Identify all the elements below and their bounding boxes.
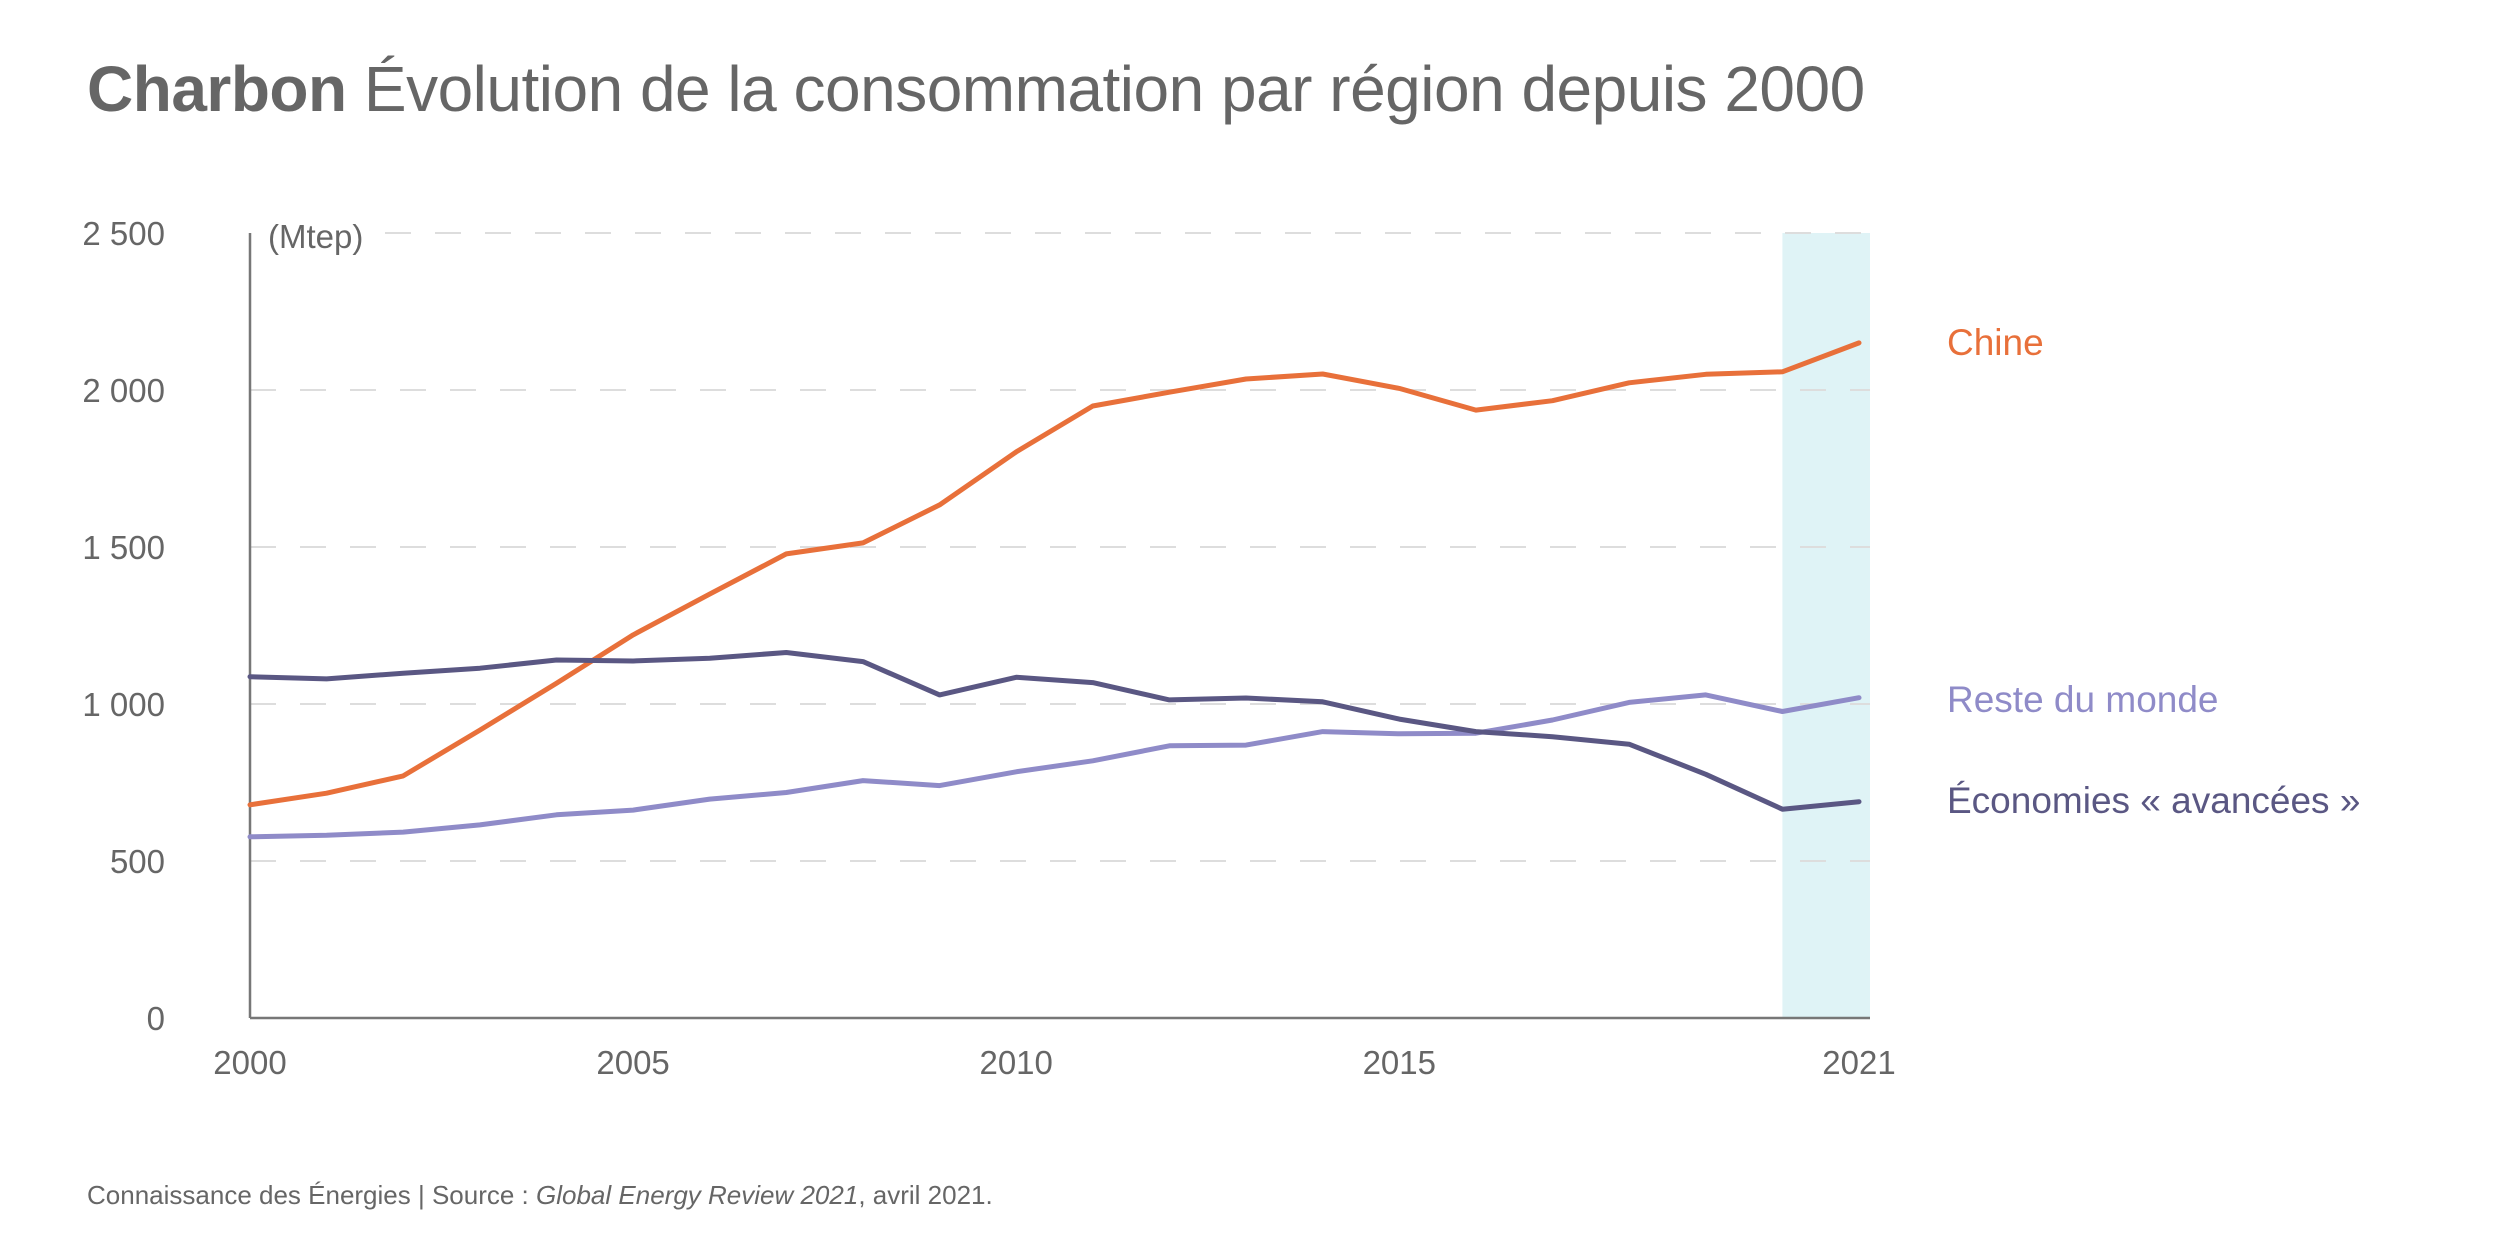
x-tick-labels: 2000 2005 2010 2015 2021 [213, 1044, 1895, 1081]
highlight-band-2021 [1782, 233, 1870, 1018]
footer-source: Connaissance des Énergies | Source : Glo… [87, 1180, 993, 1211]
footer-source-title: Global Energy Review 2021 [536, 1180, 859, 1210]
y-tick-label: 0 [147, 1000, 165, 1037]
axes [248, 233, 1870, 1020]
legend-label: Reste du monde [1947, 679, 2219, 720]
series-lines [247, 340, 1862, 840]
x-tick-label: 2005 [596, 1044, 669, 1081]
y-tick-label: 1 500 [82, 529, 165, 566]
y-tick-labels: 0 500 1 000 1 500 2 000 2 500 [82, 215, 165, 1037]
x-tick-label: 2010 [979, 1044, 1052, 1081]
chart-title-bold: Charbon [87, 53, 347, 125]
legend-label: Chine [1947, 322, 2044, 363]
highlight-layer [1782, 233, 1870, 1018]
x-tick-label: 2000 [213, 1044, 286, 1081]
chart-title-rest: Évolution de la consommation par région … [363, 53, 1865, 125]
footer-prefix: Connaissance des Énergies | Source : [87, 1180, 537, 1210]
y-tick-label: 1 000 [82, 686, 165, 723]
x-tick-label: 2015 [1363, 1044, 1436, 1081]
y-tick-label: 2 000 [82, 372, 165, 409]
series-line-reste-du-monde [247, 692, 1862, 840]
footer-suffix: , avril 2021. [858, 1180, 993, 1210]
y-tick-label: 500 [110, 843, 165, 880]
y-tick-label: 2 500 [82, 215, 165, 252]
chart-title: Charbon Évolution de la consommation par… [87, 52, 1865, 126]
y-axis-unit-label: (Mtep) [268, 218, 363, 255]
legend-label: Économies « avancées » [1947, 780, 2360, 821]
series-line-conomies-avanc-es [247, 650, 1862, 812]
legend: Chine Reste du monde Économies « avancées … [1947, 322, 2360, 821]
series-line-chine [247, 340, 1862, 808]
x-tick-label: 2021 [1822, 1044, 1895, 1081]
